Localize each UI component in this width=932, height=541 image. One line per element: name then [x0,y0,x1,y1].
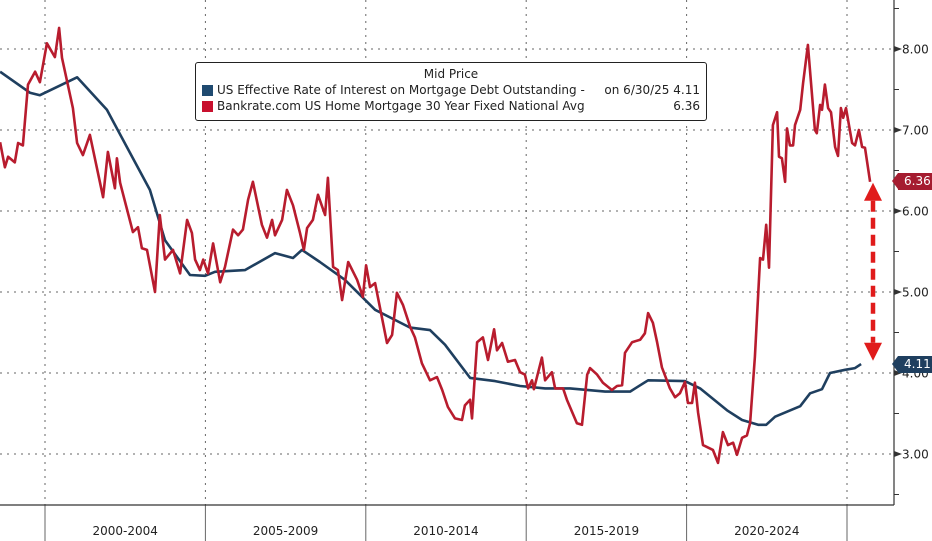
legend-value: 4.11 [673,83,700,97]
last-value-tag-bankrate: 6.36 [892,173,932,191]
y-tick-label: 3.00 [902,448,929,462]
legend-label: Bankrate.com US Home Mortgage 30 Year Fi… [217,99,585,113]
y-tick-mark [894,451,902,457]
series-line-bankrate [0,26,872,465]
legend-item-effective-rate: US Effective Rate of Interest on Mortgag… [202,82,700,98]
y-tick-label: 7.00 [902,124,929,138]
y-tick-label: 5.00 [902,286,929,300]
y-tick-mark [894,127,902,133]
last-value-tag-effective-rate: 4.11 [892,355,932,373]
legend-value: 6.36 [673,99,700,113]
legend-swatch-blue [202,84,213,96]
y-tick-mark [894,46,902,52]
y-tick-mark [894,289,902,295]
x-tick-label: 2000-2004 [92,524,157,538]
series-line-effective-rate [0,70,862,427]
legend-swatch-red [202,100,213,112]
y-tick-label: 8.00 [902,43,929,57]
legend-title: Mid Price [423,67,479,81]
legend-note: on 6/30/25 [604,83,670,97]
legend: Mid Price US Effective Rate of Interest … [195,62,707,121]
series-lines [0,26,872,465]
y-tick-mark [894,208,902,214]
legend-item-bankrate: Bankrate.com US Home Mortgage 30 Year Fi… [202,98,700,114]
legend-label: US Effective Rate of Interest on Mortgag… [217,83,585,97]
x-tick-label: 2015-2019 [574,524,639,538]
x-tick-label: 2020-2024 [734,524,799,538]
arrow-head-up-icon [864,182,882,201]
x-tick-label: 2005-2009 [253,524,318,538]
arrow-head-down-icon [864,342,882,361]
x-tick-label: 2010-2014 [413,524,478,538]
y-tick-label: 6.00 [902,205,929,219]
gap-annotation [864,182,882,361]
